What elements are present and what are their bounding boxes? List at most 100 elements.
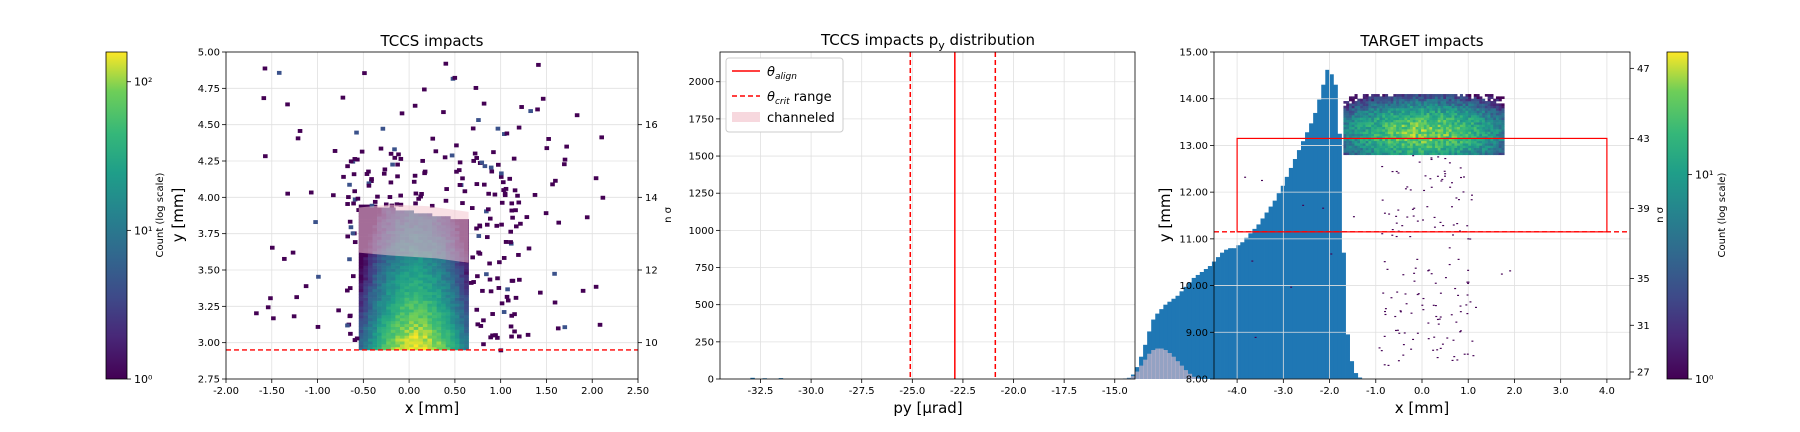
heatmap-cell: [1432, 140, 1436, 144]
heatmap-cell: [1443, 145, 1447, 149]
heatmap-cell: [1426, 140, 1430, 144]
heatmap-cell: [436, 344, 442, 348]
heatmap-cell: [399, 297, 405, 301]
heatmap-cell: [1487, 143, 1491, 146]
heatmap-cell: [1437, 119, 1441, 123]
heatmap-cell: [1376, 124, 1380, 128]
heatmap-cell: [1473, 145, 1477, 149]
heatmap-cell: [1343, 136, 1347, 139]
heatmap-cell: [1482, 119, 1486, 123]
heatmap-cell-sparse: [1459, 167, 1462, 169]
heatmap-cell-sparse: [382, 167, 388, 172]
heatmap-cell: [1385, 101, 1389, 104]
heatmap-cell-sparse: [460, 201, 465, 206]
heatmap-cell: [1376, 119, 1380, 123]
heatmap-cell-sparse: [489, 169, 495, 174]
heatmap-cell: [1357, 112, 1361, 116]
heatmap-cell: [1423, 122, 1427, 125]
panel1-ticks: -2.00 -1.50 -1.00 -0.50 0.00 0.50 1.00 1.50 2.00…: [198, 48, 658, 398]
heatmap-cell: [1398, 129, 1402, 132]
heatmap-cell: [395, 256, 401, 261]
heatmap-cell: [1365, 115, 1369, 118]
heatmap-cell-sparse: [1457, 199, 1460, 201]
heatmap-cell: [377, 323, 382, 327]
heatmap-cell: [450, 326, 456, 330]
heatmap-cell: [1495, 150, 1500, 153]
heatmap-cell: [1404, 131, 1408, 135]
heatmap-cell: [450, 285, 456, 290]
histogram-bar: [1292, 159, 1298, 379]
heatmap-cell-sparse: [1433, 226, 1436, 228]
heatmap-cell-sparse: [430, 136, 436, 141]
heatmap-cell-sparse: [1459, 331, 1462, 333]
heatmap-cell: [436, 285, 442, 290]
heatmap-cell: [1415, 110, 1419, 114]
heatmap-cell: [1396, 150, 1400, 153]
heatmap-cell: [1462, 110, 1466, 114]
heatmap-cell: [1357, 133, 1361, 137]
heatmap-cell-sparse: [362, 71, 367, 76]
heatmap-cell: [441, 300, 447, 304]
y-tick-label: 4.00: [198, 193, 220, 204]
heatmap-cell-sparse: [555, 326, 561, 331]
heatmap-cell: [409, 347, 414, 351]
heatmap-cell: [1487, 98, 1491, 102]
histogram-bar: [1264, 212, 1270, 379]
histogram-bar: [1276, 193, 1282, 379]
heatmap-cell: [1495, 115, 1500, 118]
heatmap-cell: [1385, 117, 1389, 121]
heatmap-cell-sparse: [1466, 313, 1469, 315]
heatmap-cell: [1404, 105, 1408, 109]
heatmap-cell: [1354, 131, 1358, 135]
heatmap-cell: [454, 335, 460, 339]
heatmap-cell: [1484, 147, 1488, 151]
heatmap-cell-sparse: [509, 278, 515, 283]
histogram-bar: [1244, 237, 1249, 379]
heatmap-cell: [1495, 126, 1500, 130]
heatmap-cell: [1473, 143, 1477, 146]
heatmap-cell: [1387, 103, 1391, 107]
heatmap-cell: [404, 332, 410, 336]
heatmap-cell: [450, 297, 456, 301]
heatmap-cell: [1362, 119, 1366, 123]
heatmap-cell: [1462, 133, 1466, 137]
heatmap-cell: [367, 315, 373, 319]
heatmap-cell: [1482, 124, 1486, 128]
heatmap-cell: [1401, 129, 1405, 132]
heatmap-cell: [1487, 145, 1491, 149]
heatmap-cell: [381, 338, 387, 342]
heatmap-cell: [395, 265, 401, 269]
heatmap-cell: [390, 285, 396, 290]
heatmap-cell: [399, 341, 405, 345]
heatmap-cell: [1409, 147, 1414, 151]
heatmap-cell: [1412, 124, 1416, 128]
colorbar-right-label: Count (log scale): [1717, 172, 1728, 257]
heatmap-cell: [1468, 136, 1472, 139]
heatmap-cell: [1454, 112, 1458, 116]
heatmap-cell: [1387, 122, 1391, 125]
x-tick-label: -3.0: [1274, 386, 1294, 397]
heatmap-cell: [363, 317, 369, 322]
heatmap-cell: [1412, 96, 1416, 100]
heatmap-cell: [1482, 103, 1486, 107]
heatmap-cell-sparse: [1322, 207, 1325, 209]
heatmap-cell: [1371, 105, 1375, 109]
heatmap-cell: [1454, 122, 1458, 125]
heatmap-cell: [1354, 150, 1358, 153]
heatmap-cell: [409, 315, 414, 319]
heatmap-cell: [1404, 94, 1408, 97]
heatmap-cell: [395, 259, 401, 264]
heatmap-cell: [399, 306, 405, 310]
heatmap-cell: [432, 303, 437, 307]
heatmap-cell-sparse: [1426, 206, 1429, 208]
heatmap-cell: [1432, 131, 1436, 135]
heatmap-cell: [413, 277, 419, 281]
heatmap-cell: [1490, 150, 1494, 153]
heatmap-cell: [450, 303, 456, 307]
heatmap-cell: [1429, 136, 1433, 139]
heatmap-cell: [1393, 98, 1397, 102]
heatmap-cell: [1487, 131, 1491, 135]
heatmap-cell-sparse: [422, 169, 428, 174]
heatmap-cell: [459, 288, 465, 293]
heatmap-cell: [1454, 124, 1458, 128]
